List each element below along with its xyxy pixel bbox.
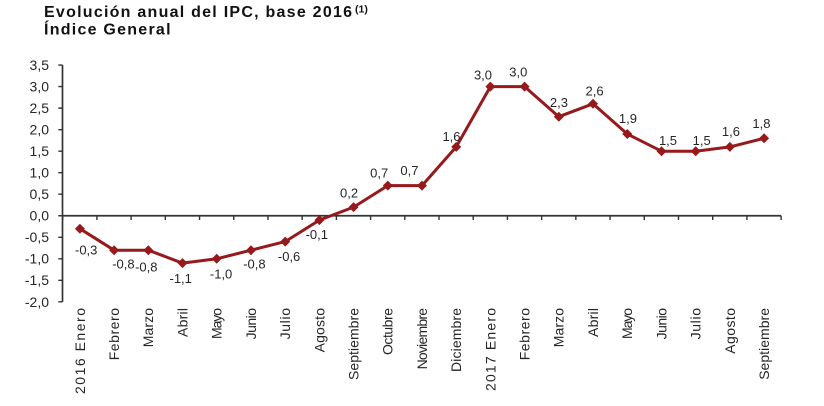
svg-text:Julio: Julio — [277, 308, 293, 340]
svg-text:-0,3: -0,3 — [75, 243, 97, 258]
svg-text:3,0: 3,0 — [509, 65, 527, 80]
svg-text:Marzo: Marzo — [551, 308, 567, 347]
svg-text:2,6: 2,6 — [586, 84, 604, 99]
svg-text:-1,5: -1,5 — [25, 272, 49, 288]
svg-text:0,0: 0,0 — [30, 208, 50, 224]
svg-text:Marzo: Marzo — [140, 308, 156, 347]
svg-text:-1,1: -1,1 — [169, 271, 191, 286]
svg-text:Octubre: Octubre — [380, 308, 396, 355]
svg-text:Agosto: Agosto — [311, 308, 327, 353]
svg-text:3,0: 3,0 — [474, 67, 492, 82]
svg-text:1,5: 1,5 — [693, 133, 711, 148]
svg-text:2,5: 2,5 — [30, 100, 50, 116]
svg-text:2,0: 2,0 — [30, 122, 50, 138]
svg-text:Septiembre: Septiembre — [345, 308, 361, 380]
svg-text:-0,5: -0,5 — [25, 229, 49, 245]
svg-text:2016 Enero: 2016 Enero — [72, 308, 88, 394]
svg-text:0,7: 0,7 — [370, 165, 388, 180]
svg-text:1,6: 1,6 — [722, 124, 740, 139]
svg-text:Junio: Junio — [243, 308, 259, 340]
svg-text:Agosto: Agosto — [722, 308, 738, 354]
svg-text:Febrero: Febrero — [517, 308, 533, 361]
svg-text:-1,0: -1,0 — [210, 267, 232, 282]
svg-text:0,7: 0,7 — [400, 163, 418, 178]
svg-text:Junio: Junio — [653, 308, 669, 340]
svg-text:Diciembre: Diciembre — [448, 308, 464, 372]
svg-text:-2,0: -2,0 — [25, 294, 49, 310]
svg-text:Índice General: Índice General — [44, 19, 172, 38]
svg-text:-0,6: -0,6 — [278, 249, 300, 264]
svg-text:1,5: 1,5 — [30, 143, 50, 159]
svg-text:1,5: 1,5 — [659, 133, 677, 148]
svg-text:2017 Enero: 2017 Enero — [482, 308, 498, 391]
svg-text:Noviembre: Noviembre — [414, 308, 430, 370]
svg-text:3,0: 3,0 — [30, 79, 50, 95]
svg-text:0,5: 0,5 — [30, 186, 50, 202]
svg-text:1,9: 1,9 — [619, 111, 637, 126]
svg-text:-0,8: -0,8 — [135, 260, 157, 275]
svg-text:(1): (1) — [355, 4, 368, 16]
svg-text:Mayo: Mayo — [209, 308, 225, 339]
svg-text:Julio: Julio — [688, 308, 704, 340]
svg-text:1,0: 1,0 — [30, 165, 50, 181]
svg-text:-0,8: -0,8 — [112, 256, 134, 271]
svg-text:3,5: 3,5 — [30, 57, 50, 73]
svg-text:Abril: Abril — [174, 308, 190, 337]
svg-text:Septiembre: Septiembre — [756, 308, 772, 380]
svg-text:2,3: 2,3 — [550, 95, 568, 110]
svg-text:0,2: 0,2 — [340, 186, 358, 201]
svg-text:Abril: Abril — [585, 308, 601, 337]
svg-text:1,6: 1,6 — [442, 129, 460, 144]
svg-text:Febrero: Febrero — [106, 308, 122, 361]
svg-text:-0,1: -0,1 — [306, 227, 328, 242]
svg-text:Mayo: Mayo — [619, 308, 635, 339]
svg-text:1,8: 1,8 — [752, 116, 770, 131]
svg-text:Evolución anual del IPC, base: Evolución anual del IPC, base 2016 — [44, 4, 353, 21]
svg-text:-1,0: -1,0 — [25, 251, 49, 267]
svg-text:-0,8: -0,8 — [243, 257, 265, 272]
